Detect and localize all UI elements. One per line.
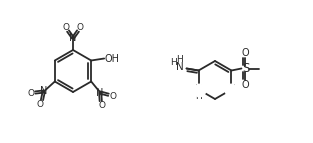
Text: S: S xyxy=(242,62,249,75)
Text: N: N xyxy=(176,61,183,72)
Text: O: O xyxy=(242,47,249,57)
Text: O: O xyxy=(109,92,116,101)
Text: H: H xyxy=(170,58,177,67)
Text: N: N xyxy=(69,33,77,43)
Text: N: N xyxy=(40,87,48,97)
Text: O: O xyxy=(63,22,69,31)
Text: N: N xyxy=(96,88,104,98)
Text: O: O xyxy=(98,101,105,110)
Text: O: O xyxy=(28,89,34,98)
Text: H: H xyxy=(195,92,202,101)
Text: H: H xyxy=(176,55,183,64)
Text: N: N xyxy=(228,85,235,95)
Text: O: O xyxy=(76,22,84,31)
Text: OH: OH xyxy=(105,53,120,63)
Text: N: N xyxy=(195,85,203,95)
Text: O: O xyxy=(37,100,44,109)
Text: O: O xyxy=(242,80,249,90)
